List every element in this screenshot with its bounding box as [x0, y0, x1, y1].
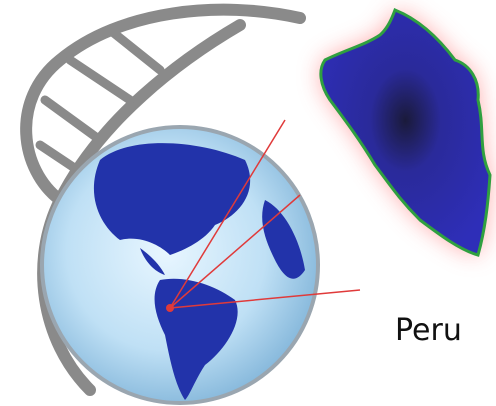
- peru-map: [319, 8, 492, 257]
- pointer-lines: [166, 119, 361, 312]
- globe: [40, 125, 320, 405]
- country-label: Peru: [395, 313, 462, 348]
